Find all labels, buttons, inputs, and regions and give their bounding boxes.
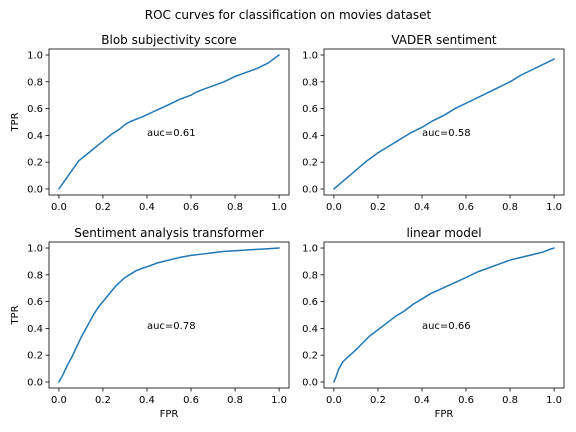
- x-tick-label: 0.2: [95, 395, 111, 406]
- x-tick-label: 0.0: [51, 202, 67, 213]
- roc-curve-line: [58, 54, 280, 190]
- y-tick-label: 0.0: [27, 377, 43, 388]
- y-tick-label: 0.6: [302, 104, 318, 115]
- x-tick-label: 1.0: [546, 202, 562, 213]
- axes-frame: [323, 241, 565, 389]
- y-tick-label: 1.0: [302, 51, 318, 62]
- y-tick-label: 0.0: [27, 184, 43, 195]
- roc-panel-1: VADER sentiment 0.0 0.2 0.4 0.6 0.8 1.0 0.0 0.2 0…: [302, 33, 565, 213]
- y-tick-label: 0.8: [27, 77, 43, 88]
- x-tick-label: 0.8: [227, 395, 243, 406]
- axes-frame: [323, 48, 565, 196]
- y-tick-label: 0.6: [27, 104, 43, 115]
- x-tick-label: 0.8: [227, 202, 243, 213]
- y-tick-label: 1.0: [27, 51, 43, 62]
- axes-frame: [48, 241, 290, 389]
- y-tick-label: 0.4: [302, 131, 318, 142]
- x-tick-label: 0.0: [326, 395, 342, 406]
- y-tick-label: 0.4: [302, 324, 318, 335]
- auc-annotation: auc=0.58: [422, 128, 471, 139]
- y-tick-label: 0.8: [302, 77, 318, 88]
- x-tick-label: 0.6: [458, 395, 474, 406]
- x-tick-label: 0.8: [502, 202, 518, 213]
- x-tick-label: 0.6: [183, 202, 199, 213]
- x-tick-label: 0.6: [458, 202, 474, 213]
- panel-title: Sentiment analysis transformer: [74, 226, 263, 240]
- auc-annotation: auc=0.61: [147, 128, 196, 139]
- y-tick-label: 0.2: [302, 351, 318, 362]
- y-tick-label: 0.0: [302, 184, 318, 195]
- roc-curve-line: [333, 247, 555, 383]
- roc-curve-line: [333, 58, 555, 190]
- x-tick-label: 0.4: [139, 202, 155, 213]
- x-axis-label: FPR: [435, 409, 454, 420]
- y-tick-label: 0.6: [302, 297, 318, 308]
- y-tick-label: 0.6: [27, 297, 43, 308]
- auc-annotation: auc=0.78: [147, 321, 196, 332]
- y-tick-label: 0.4: [27, 324, 43, 335]
- y-tick-label: 0.2: [302, 158, 318, 169]
- roc-panel-3: linear model 0.0 0.2 0.4 0.6 0.8 1.0 0.0 0.2 0.4 0…: [302, 226, 565, 420]
- x-tick-label: 0.8: [502, 395, 518, 406]
- y-tick-label: 0.8: [27, 270, 43, 281]
- y-tick-label: 1.0: [27, 244, 43, 255]
- y-tick-label: 0.2: [27, 158, 43, 169]
- roc-panel-0: Blob subjectivity score 0.0 0.2 0.4 0.6 0.8 1.…: [10, 33, 290, 213]
- x-tick-label: 0.2: [370, 395, 386, 406]
- x-tick-label: 0.2: [95, 202, 111, 213]
- figure-suptitle: ROC curves for classification on movies …: [145, 8, 432, 22]
- panels: Blob subjectivity score 0.0 0.2 0.4 0.6 0.8 1.…: [10, 33, 565, 420]
- x-tick-label: 0.4: [414, 395, 430, 406]
- x-axis-label: FPR: [160, 409, 179, 420]
- y-axis-label: TPR: [10, 305, 21, 325]
- x-tick-label: 1.0: [271, 395, 287, 406]
- y-axis-label: TPR: [10, 112, 21, 132]
- x-tick-label: 0.0: [51, 395, 67, 406]
- x-tick-label: 0.0: [326, 202, 342, 213]
- roc-panel-2: Sentiment analysis transformer 0.0 0.2 0.4 0…: [10, 226, 290, 420]
- y-tick-label: 0.0: [302, 377, 318, 388]
- x-tick-label: 0.4: [414, 202, 430, 213]
- roc-curve-line: [58, 247, 280, 383]
- x-tick-label: 0.6: [183, 395, 199, 406]
- panel-title: VADER sentiment: [391, 33, 497, 47]
- y-tick-label: 0.4: [27, 131, 43, 142]
- y-tick-label: 0.2: [27, 351, 43, 362]
- axes-frame: [48, 48, 290, 196]
- y-tick-label: 0.8: [302, 270, 318, 281]
- x-tick-label: 0.4: [139, 395, 155, 406]
- y-tick-label: 1.0: [302, 244, 318, 255]
- x-tick-label: 1.0: [271, 202, 287, 213]
- x-tick-label: 1.0: [546, 395, 562, 406]
- panel-title: Blob subjectivity score: [101, 33, 236, 47]
- auc-annotation: auc=0.66: [422, 321, 471, 332]
- panel-title: linear model: [406, 226, 481, 240]
- x-tick-label: 0.2: [370, 202, 386, 213]
